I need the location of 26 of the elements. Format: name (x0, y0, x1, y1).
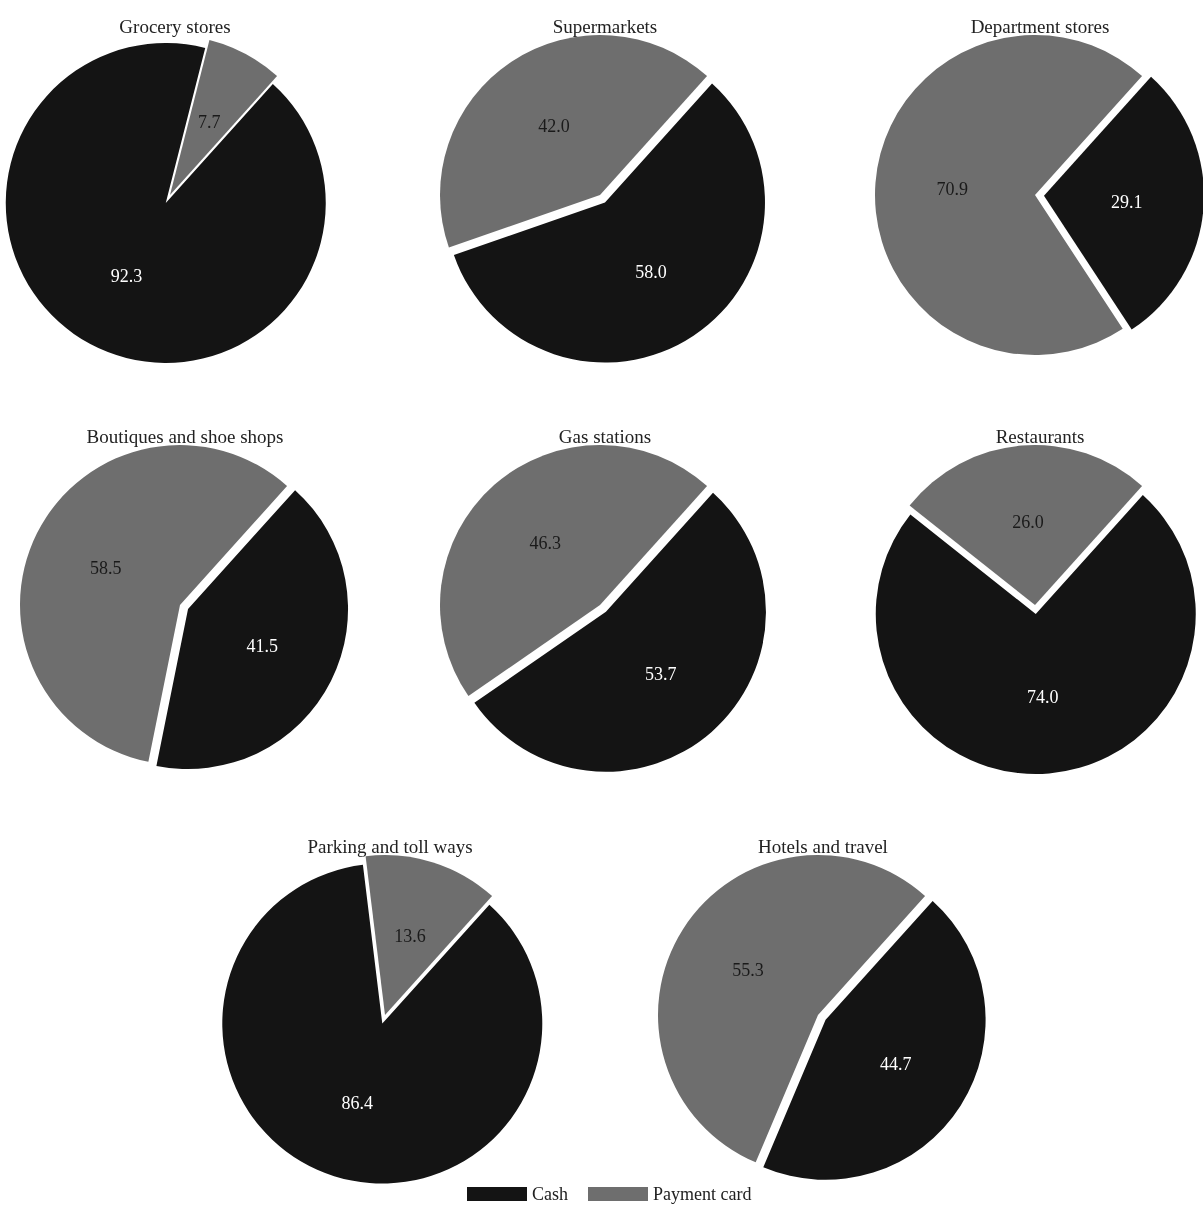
data-label: 7.7 (197, 111, 221, 132)
chart-title: Grocery stores (119, 16, 231, 37)
legend-label: Cash (532, 1184, 568, 1204)
data-label: 26.0 (1012, 512, 1044, 533)
data-label: 29.1 (1110, 192, 1143, 213)
data-label: 86.4 (341, 1092, 374, 1113)
data-label: 46.3 (529, 532, 561, 553)
legend-label: Payment card (653, 1184, 752, 1204)
chart-title: Boutiques and shoe shops (86, 426, 284, 447)
data-label: 53.7 (645, 664, 677, 685)
data-label: 74.0 (1026, 686, 1059, 707)
data-label: 58.0 (635, 261, 667, 282)
chart-title: Gas stations (558, 426, 652, 447)
chart-title: Supermarkets (552, 16, 658, 37)
chart-title: Department stores (970, 16, 1110, 37)
chart-title: Parking and toll ways (307, 836, 473, 857)
data-label: 92.3 (110, 266, 143, 287)
data-label: 13.6 (394, 925, 426, 946)
data-label: 42.0 (538, 115, 570, 136)
data-label: 70.9 (936, 178, 968, 199)
data-label: 41.5 (246, 636, 278, 657)
data-label: 58.5 (90, 557, 122, 578)
chart-title: Restaurants (995, 426, 1085, 447)
chart-title: Hotels and travel (758, 836, 888, 857)
data-label: 44.7 (879, 1054, 912, 1075)
data-label: 55.3 (732, 960, 764, 981)
